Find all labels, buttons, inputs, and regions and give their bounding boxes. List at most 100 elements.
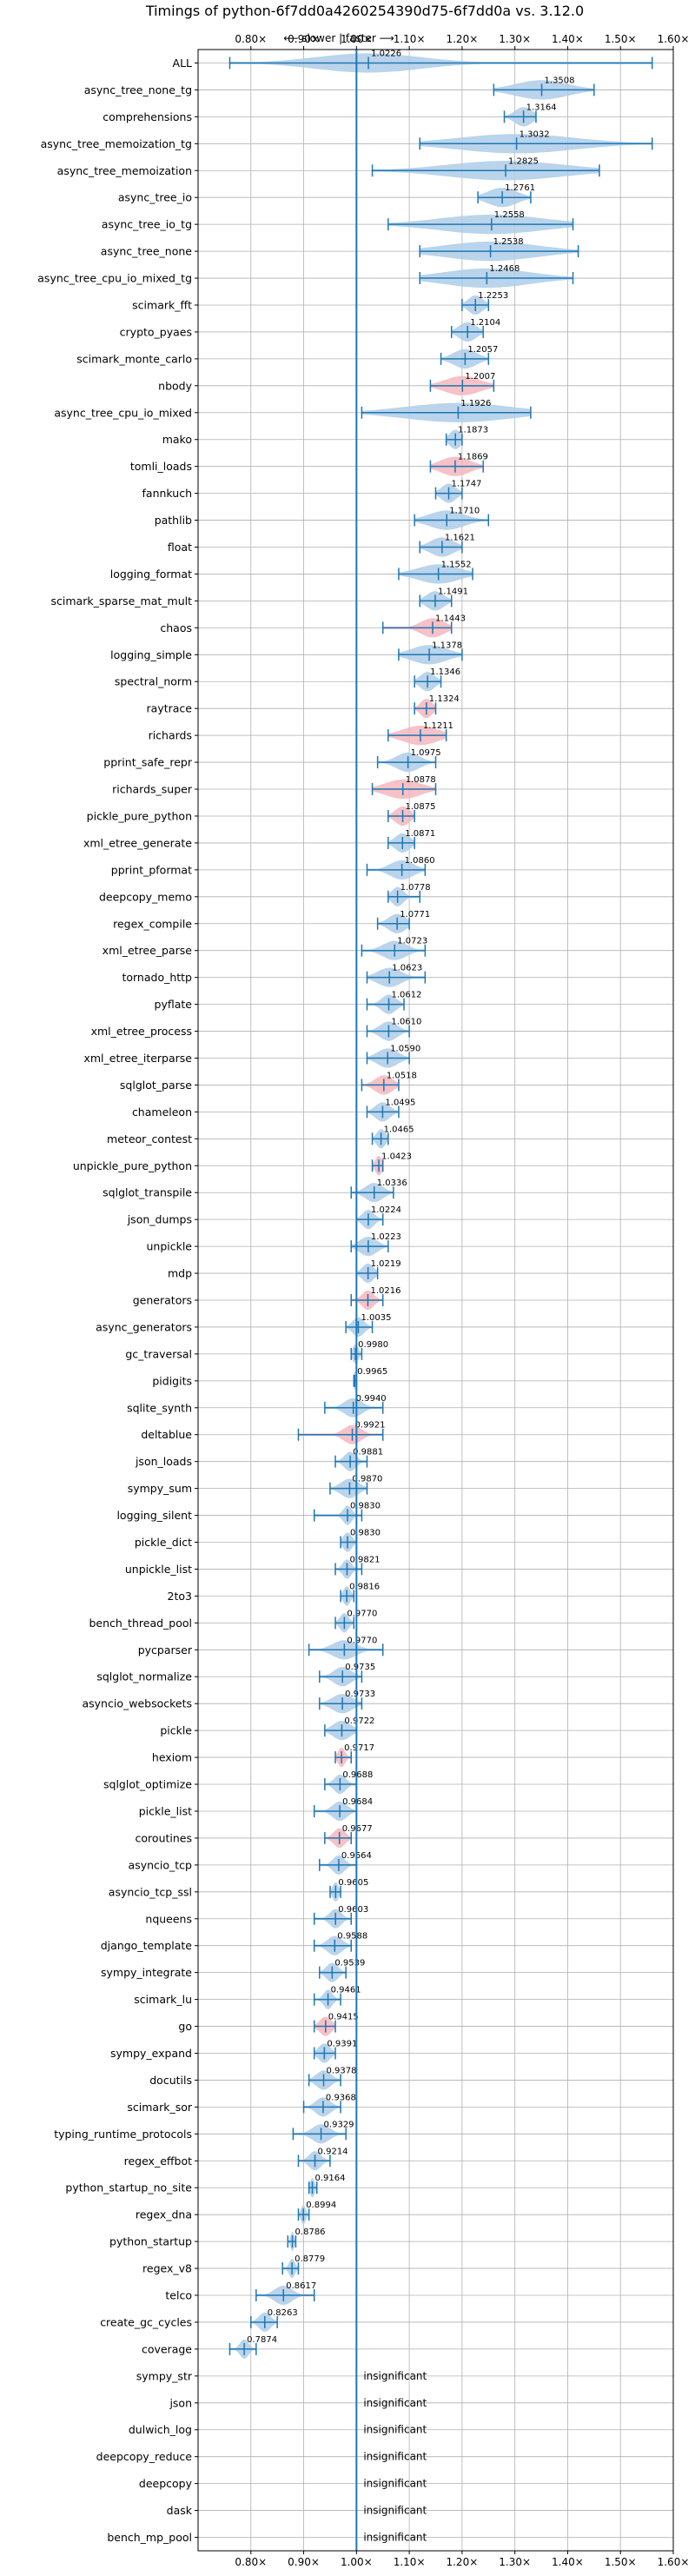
category-label: sympy_sum (128, 1482, 192, 1495)
value-label: 1.2558 (494, 210, 525, 220)
value-label: 0.9733 (345, 1690, 375, 1699)
value-label: 0.9391 (327, 2039, 357, 2048)
category-label: python_startup_no_site (65, 2181, 192, 2194)
insignificant-label: insignificant (363, 2478, 427, 2490)
value-label: 1.0612 (392, 991, 422, 1000)
value-label: 0.9603 (338, 1905, 368, 1915)
value-label: 1.0518 (387, 1071, 417, 1080)
category-label: regex_effbot (124, 2154, 192, 2168)
value-label: 0.9684 (342, 1797, 373, 1807)
category-label: json (169, 2396, 192, 2409)
x-tick-label: 1.30× (499, 33, 531, 45)
category-label: async_tree_io (118, 191, 192, 204)
value-label: 1.1747 (452, 480, 482, 489)
category-label: json_loads (135, 1455, 192, 1468)
x-tick-label: 0.90× (288, 2556, 320, 2568)
insignificant-label: insignificant (363, 2370, 427, 2382)
value-label: 1.0035 (361, 1313, 391, 1323)
category-labels: ALL async_tree_none_tg comprehensions async… (37, 56, 198, 2544)
category-label: sqlglot_normalize (96, 1670, 192, 1683)
category-label: unpickle_pure_python (73, 1159, 192, 1172)
value-label: 1.1926 (460, 399, 491, 408)
category-label: pprint_safe_repr (103, 756, 193, 769)
value-label: 1.0860 (405, 856, 435, 866)
value-label: 0.9329 (324, 2120, 354, 2129)
category-label: tornado_http (122, 971, 192, 984)
category-label: tomli_loads (130, 460, 192, 473)
value-label: 1.0224 (371, 1205, 401, 1215)
category-label: go (178, 2020, 192, 2033)
category-label: pprint_pformat (111, 863, 192, 876)
category-label: pidigits (152, 1374, 192, 1387)
value-label: 0.8779 (295, 2254, 325, 2264)
category-label: sympy_str (136, 2369, 193, 2382)
x-tick-label: 1.50× (605, 2556, 637, 2568)
category-label: logging_format (110, 568, 192, 581)
value-label: 1.3508 (545, 76, 575, 85)
value-label: 0.9415 (328, 2013, 359, 2022)
category-label: docutils (149, 2074, 192, 2087)
x-tick-label: 1.10× (394, 2556, 426, 2568)
value-label: 1.0975 (411, 748, 441, 758)
category-label: raytrace (147, 702, 193, 715)
insignificant-label: insignificant (363, 2397, 427, 2409)
category-label: async_tree_memoization (57, 164, 192, 177)
value-label: 1.3032 (520, 129, 550, 139)
value-label: 0.9830 (350, 1529, 381, 1538)
value-label: 1.0223 (371, 1232, 401, 1242)
category-label: typing_runtime_protocols (54, 2128, 192, 2141)
category-label: pickle_pure_python (87, 809, 192, 822)
category-label: hexiom (152, 1751, 192, 1764)
value-label: 0.9539 (334, 1959, 365, 1969)
value-label: 1.0590 (390, 1044, 420, 1053)
value-label: 1.0336 (377, 1178, 407, 1188)
category-label: pyflate (155, 998, 193, 1011)
value-label: 0.9214 (318, 2147, 348, 2156)
x-tick-label: 0.80× (235, 33, 267, 45)
category-label: async_tree_none_tg (84, 83, 192, 96)
value-label: 1.2468 (489, 264, 520, 274)
value-label: 1.1346 (430, 667, 460, 677)
x-tick-label: 1.20× (446, 33, 478, 45)
direction-label: ⟵ slower | faster ⟶ (283, 32, 394, 44)
category-label: nbody (158, 379, 192, 392)
value-label: 1.2538 (493, 237, 524, 247)
value-label: 0.8786 (295, 2227, 326, 2237)
category-label: logging_simple (110, 648, 192, 661)
category-label: sqlite_synth (127, 1401, 192, 1414)
category-label: scimark_monte_carlo (76, 352, 192, 365)
value-label: 1.0778 (400, 883, 431, 893)
category-label: async_tree_cpu_io_mixed_tg (37, 272, 192, 285)
category-label: generators (133, 1294, 192, 1307)
category-label: create_gc_cycles (100, 2315, 192, 2328)
x-tick-label: 1.60× (658, 33, 690, 45)
category-label: 2to3 (168, 1590, 192, 1603)
value-label: 1.2057 (467, 345, 498, 355)
value-label: 0.9461 (331, 1986, 361, 1995)
category-label: nqueens (145, 1912, 192, 1925)
category-label: pycparser (138, 1643, 193, 1656)
value-label: 1.0219 (371, 1259, 401, 1269)
value-label: 1.1443 (435, 614, 466, 623)
x-tick-labels-top: 0.80× 0.90× 1.00× 1.10× 1.20× 1.30× 1.40× 1.50×… (235, 33, 689, 50)
value-label: 1.3164 (526, 103, 557, 112)
x-tick-label: 0.90× (288, 33, 320, 45)
x-tick-label: 1.40× (552, 33, 584, 45)
value-label: 0.9980 (358, 1340, 388, 1350)
value-label: 0.9717 (344, 1743, 374, 1753)
category-label: sympy_integrate (101, 1966, 192, 1979)
value-label: 1.1869 (458, 453, 488, 462)
x-tick-label: 1.10× (394, 33, 426, 45)
category-label: fannkuch (142, 487, 192, 500)
category-label: scimark_sor (127, 2101, 192, 2114)
value-label: 1.0216 (370, 1286, 400, 1296)
value-label: 1.2761 (505, 183, 535, 193)
value-label: 1.1710 (449, 507, 480, 516)
value-label: 0.9770 (347, 1636, 377, 1645)
category-label: asyncio_tcp_ssl (109, 1885, 192, 1898)
insignificant-label: insignificant (363, 2532, 427, 2544)
value-label: 0.9965 (357, 1367, 387, 1377)
value-label: 1.1621 (445, 534, 475, 543)
